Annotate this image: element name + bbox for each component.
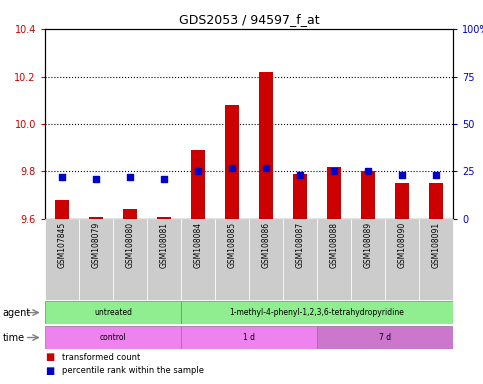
Bar [157,217,171,219]
Bar [317,326,453,349]
Bar [89,217,103,219]
Point [126,174,134,180]
Bar [327,167,341,219]
Bar [395,183,409,219]
Bar [215,219,249,300]
Text: agent: agent [2,308,30,318]
Text: GSM108088: GSM108088 [329,222,339,268]
Bar [351,219,385,300]
Bar [181,219,215,300]
Point [364,169,372,175]
Text: 1-methyl-4-phenyl-1,2,3,6-tetrahydropyridine: 1-methyl-4-phenyl-1,2,3,6-tetrahydropyri… [229,308,404,317]
Text: GSM108089: GSM108089 [364,222,372,268]
Text: GSM108081: GSM108081 [159,222,169,268]
Bar [259,72,273,219]
Bar [385,219,419,300]
Point [160,176,168,182]
Bar [361,171,375,219]
Text: GDS2053 / 94597_f_at: GDS2053 / 94597_f_at [179,13,319,26]
Text: GSM108080: GSM108080 [126,222,134,268]
Text: ■: ■ [45,366,54,376]
Bar [79,219,113,300]
Point [330,169,338,175]
Text: GSM108091: GSM108091 [431,222,440,268]
Bar [123,209,137,219]
Bar [181,326,317,349]
Bar [45,219,79,300]
Text: untreated: untreated [94,308,132,317]
Bar [429,183,443,219]
Text: GSM108090: GSM108090 [398,222,407,268]
Point [296,172,304,178]
Bar [293,174,307,219]
Text: percentile rank within the sample: percentile rank within the sample [62,366,204,375]
Point [262,165,270,171]
Bar [317,219,351,300]
Point [432,172,440,178]
Point [58,174,66,180]
Text: transformed count: transformed count [62,353,140,362]
Bar [55,200,69,219]
Bar [249,219,283,300]
Point [398,172,406,178]
Text: ■: ■ [45,352,54,362]
Bar [225,105,239,219]
Text: 7 d: 7 d [379,333,391,342]
Text: GSM108079: GSM108079 [91,222,100,268]
Text: GSM108084: GSM108084 [194,222,202,268]
Bar [113,219,147,300]
Point [92,176,100,182]
Text: time: time [2,333,25,343]
Text: GSM108085: GSM108085 [227,222,237,268]
Point [228,165,236,171]
Text: 1 d: 1 d [243,333,255,342]
Point [194,169,202,175]
Bar [283,219,317,300]
Bar [181,301,453,324]
Bar [147,219,181,300]
Text: control: control [99,333,127,342]
Bar [45,326,181,349]
Text: GSM108086: GSM108086 [261,222,270,268]
Bar [191,150,205,219]
Text: GSM108087: GSM108087 [296,222,304,268]
Bar [419,219,453,300]
Bar [45,301,181,324]
Text: GSM107845: GSM107845 [57,222,67,268]
